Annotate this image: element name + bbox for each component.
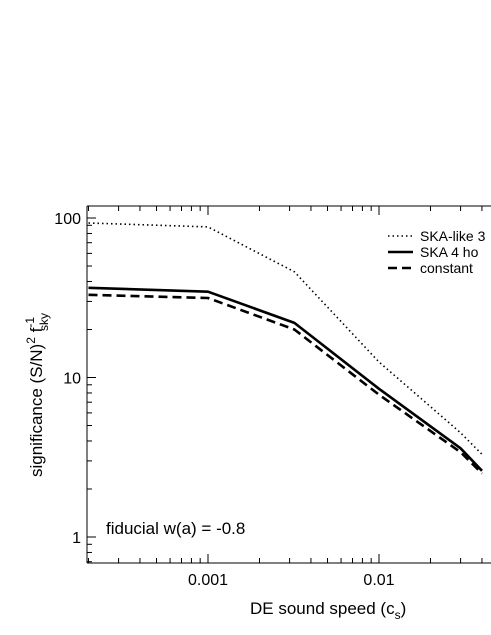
x-axis-label-close: ) (401, 599, 407, 618)
y-axis-label-sup1: 2 (24, 337, 38, 344)
y-axis-label-mid: f (27, 327, 46, 337)
y-axis-label-pre: significance (S/N) (27, 344, 46, 477)
x-axis-label-main: DE sound speed (c (250, 599, 395, 618)
x-axis-label-sub: s (395, 608, 401, 622)
x-tick-label: 0.01 (363, 572, 394, 589)
series-lines (88, 222, 483, 475)
y-tick-label: 1 (72, 530, 81, 547)
y-tick-label: 100 (54, 211, 81, 228)
axis-ticks: 1 10 100 0.001 0.01 (54, 206, 483, 589)
x-tick-label: 0.001 (188, 572, 228, 589)
y-axis-label: significance (S/N)2 f-1sky (23, 313, 51, 477)
series-line-3 (88, 293, 483, 475)
annotation-fiducial: fiducial w(a) = -0.8 (106, 519, 245, 538)
y-axis-label-sup2: -1 (23, 317, 37, 328)
y-axis-label-sub: sky (37, 313, 51, 331)
series-line-2 (88, 286, 483, 472)
legend-label-3: constant (420, 260, 473, 276)
legend-label-2: SKA 4 ho (420, 244, 479, 260)
y-tick-label: 10 (63, 371, 81, 388)
legend-label-1: SKA-like 3 (420, 228, 486, 244)
x-axis-label: DE sound speed (cs) (250, 599, 406, 622)
series-line-1 (88, 222, 483, 455)
